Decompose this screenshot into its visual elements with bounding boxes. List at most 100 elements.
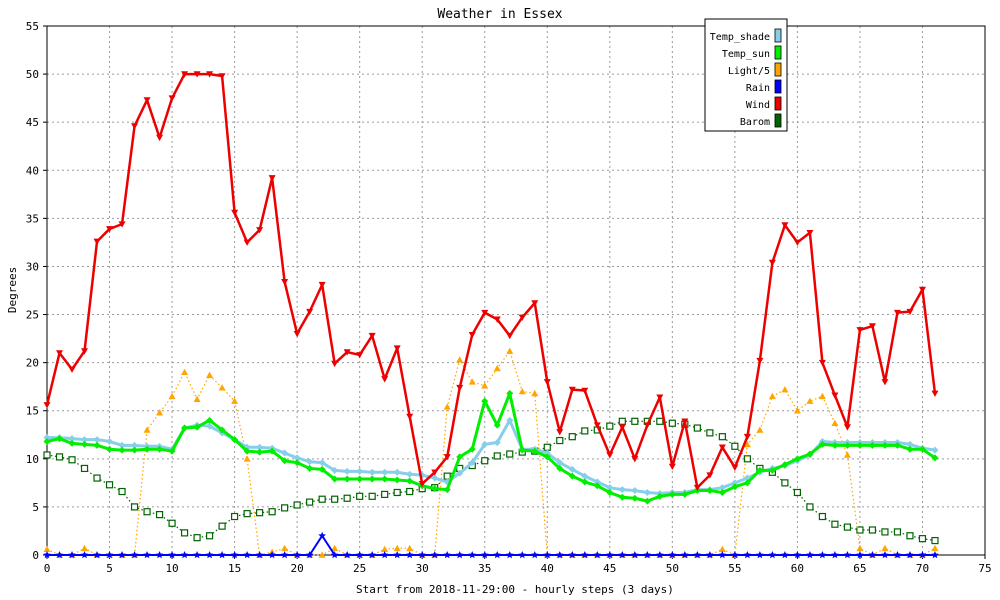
y-tick-label: 35 [26,212,39,225]
data-point-barom [218,522,226,530]
data-point-light-5 [181,368,189,376]
data-point-temp-shade [131,441,139,449]
data-point-barom [306,498,314,506]
x-tick-labels: 0 5 10 15 20 25 30 35 40 45 50 55 60 65 70 75 [44,562,992,575]
x-axis-label: Start from 2018-11-29:00 - hourly steps … [356,583,674,596]
data-point-barom [118,487,126,496]
data-point-barom [906,532,914,540]
data-point-temp-sun [56,435,64,443]
y-tick-label: 40 [26,164,39,177]
data-point-temp-sun [256,448,264,456]
data-point-temp-sun [493,421,501,429]
data-point-light-5 [843,451,851,458]
data-point-temp-sun [768,466,776,474]
data-point-temp-sun [218,426,226,434]
data-point-barom [631,417,639,425]
data-point-temp-sun [506,389,514,397]
data-point-rain [631,551,639,559]
data-point-barom [831,520,839,528]
x-tick-label: 45 [603,562,616,575]
legend: Temp_shade Temp_sun Light/5 Rain Wind Barom [704,18,788,132]
data-point-temp-shade [456,469,464,477]
x-tick-label: 70 [916,562,929,575]
y-tick-label: 25 [26,309,39,322]
data-point-rain [180,551,189,559]
data-point-rain [393,551,401,559]
series-layer [43,71,939,559]
data-point-temp-sun [793,455,801,463]
y-tick-label: 20 [26,357,39,370]
data-point-wind [793,239,801,246]
data-point-barom [793,488,802,497]
data-point-wind [581,387,589,395]
data-point-temp-sun [431,485,439,493]
data-point-rain [606,551,614,559]
data-point-wind [868,323,876,330]
data-point-light-5 [381,545,389,553]
data-point-wind [643,422,651,429]
legend-swatch-temp-shade [774,28,782,43]
data-point-wind [493,316,501,323]
data-point-light-5 [168,392,176,400]
data-point-rain [93,551,101,559]
data-point-wind [531,300,539,307]
data-point-wind [293,330,301,338]
data-point-wind [681,418,689,425]
legend-label-light-5: Light/5 [728,66,770,77]
data-point-barom [331,495,339,503]
data-point-barom [506,450,514,458]
data-point-temp-sun [281,457,289,465]
data-point-temp-sun [531,447,539,455]
data-point-barom [931,536,939,545]
x-tick-label: 10 [165,562,178,575]
data-point-temp-sun [468,445,476,453]
data-point-rain [493,551,502,559]
data-point-wind [68,366,76,373]
data-point-light-5 [331,544,339,552]
data-point-rain [118,551,126,559]
data-point-wind [806,229,814,237]
data-point-temp-sun [293,459,301,467]
data-point-wind [593,422,601,429]
data-point-rain [868,551,877,559]
data-point-light-5 [493,364,501,372]
data-point-temp-shade [306,458,314,466]
data-point-wind [406,413,414,420]
data-point-barom [281,504,289,512]
data-point-wind [556,429,564,436]
data-point-light-5 [318,551,326,558]
y-tick-label: 15 [26,405,39,418]
data-point-wind [856,327,864,334]
data-point-temp-sun [118,446,126,454]
data-point-temp-shade [718,484,726,492]
data-point-rain [656,551,664,559]
x-tick-label: 15 [228,562,241,575]
data-point-rain [155,551,164,559]
data-point-rain [380,551,389,559]
data-point-temp-sun [331,475,339,483]
y-tick-label: 45 [26,116,39,129]
data-point-barom [231,512,239,521]
data-point-temp-shade [206,422,214,430]
data-point-rain [706,551,714,559]
data-point-temp-sun [743,479,751,487]
data-point-rain [743,551,752,559]
y-tick-label: 50 [26,68,39,81]
data-point-light-5 [81,544,89,552]
y-tick-labels: 0 5 10 15 20 25 30 35 40 45 50 55 [26,20,39,562]
data-point-rain [831,551,839,559]
data-point-barom [55,453,64,461]
data-point-temp-shade [393,468,401,476]
legend-label-barom: Barom [740,117,770,128]
data-point-temp-sun [81,440,89,448]
data-point-temp-sun [543,453,551,461]
data-point-wind [156,134,164,142]
data-point-temp-sun [606,488,614,496]
data-point-temp-shade [318,459,326,467]
data-point-temp-shade [481,440,489,448]
data-point-temp-sun [893,441,901,449]
data-point-barom [256,509,264,517]
data-point-temp-shade [493,438,501,446]
data-point-rain [931,551,939,559]
y-axis-label: Degrees [6,267,19,313]
